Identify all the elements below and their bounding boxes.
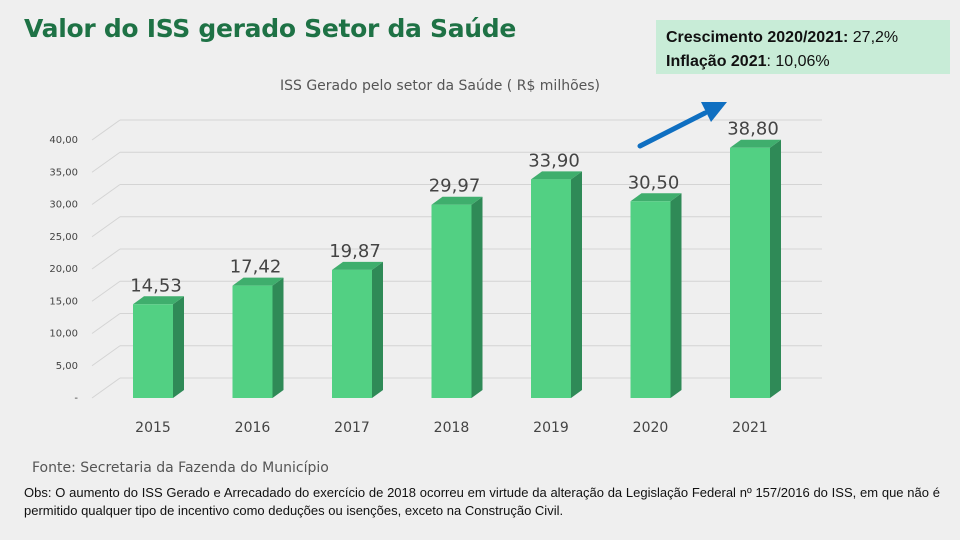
data-label: 30,50 bbox=[628, 172, 680, 193]
inflation-value: : 10,06% bbox=[766, 53, 830, 70]
gridline-depth bbox=[91, 345, 121, 367]
y-tick-label: 25,00 bbox=[49, 232, 78, 243]
bar-side bbox=[770, 139, 781, 399]
x-tick-label: 2016 bbox=[235, 420, 271, 436]
data-label: 17,42 bbox=[230, 257, 282, 278]
bar-side bbox=[372, 261, 383, 398]
gridline-depth bbox=[91, 151, 121, 173]
bar-side bbox=[670, 193, 682, 398]
gridline-depth bbox=[91, 377, 121, 399]
y-tick-label: - bbox=[74, 393, 78, 404]
gridline-depth bbox=[91, 280, 121, 302]
trend-arrow bbox=[637, 110, 708, 149]
gridline-depth bbox=[91, 119, 121, 141]
y-tick-label: 35,00 bbox=[49, 167, 78, 178]
bar-top bbox=[133, 296, 184, 305]
bar-side bbox=[471, 196, 483, 398]
x-tick-label: 2021 bbox=[732, 420, 768, 436]
data-label: 33,90 bbox=[528, 150, 580, 171]
y-tick-label: 15,00 bbox=[49, 296, 78, 307]
y-tick-label: 5,00 bbox=[56, 361, 78, 372]
bar-top bbox=[431, 196, 483, 205]
growth-stat: Crescimento 2020/2021: 27,2% bbox=[666, 26, 940, 50]
x-tick-label: 2019 bbox=[533, 420, 569, 436]
stats-box: Crescimento 2020/2021: 27,2% Inflação 20… bbox=[656, 20, 950, 74]
y-tick-label: 20,00 bbox=[49, 264, 78, 275]
bar bbox=[133, 304, 173, 398]
y-tick-label: 30,00 bbox=[49, 200, 78, 211]
x-tick-label: 2018 bbox=[434, 420, 470, 436]
bar-top bbox=[332, 261, 383, 270]
trend-arrow-head bbox=[701, 102, 727, 122]
inflation-label: Inflação 2021 bbox=[666, 53, 767, 70]
data-label: 38,80 bbox=[727, 119, 779, 140]
bar-side bbox=[173, 296, 184, 398]
growth-value: 27,2% bbox=[848, 29, 899, 46]
slide-title: Valor do ISS gerado Setor da Saúde bbox=[24, 14, 517, 43]
bar bbox=[730, 147, 770, 398]
y-tick-label: 10,00 bbox=[49, 329, 78, 340]
bar-side bbox=[571, 171, 582, 398]
x-tick-label: 2017 bbox=[334, 420, 370, 436]
data-label: 19,87 bbox=[329, 241, 381, 262]
bar-top bbox=[531, 171, 582, 180]
gridline-depth bbox=[91, 248, 121, 270]
data-label: 14,53 bbox=[130, 275, 182, 296]
chart-title: ISS Gerado pelo setor da Saúde ( R$ milh… bbox=[279, 78, 601, 94]
bar-top bbox=[630, 193, 682, 202]
observation-note: Obs: O aumento do ISS Gerado e Arrecadad… bbox=[24, 485, 940, 518]
bar bbox=[431, 204, 472, 398]
y-tick-label: 40,00 bbox=[49, 135, 78, 146]
bar-top bbox=[232, 277, 284, 286]
bar bbox=[630, 201, 671, 398]
growth-label: Crescimento 2020/2021: bbox=[666, 29, 849, 46]
bar bbox=[332, 269, 372, 398]
x-tick-label: 2015 bbox=[135, 420, 171, 436]
data-label: 29,97 bbox=[429, 176, 481, 197]
inflation-stat: Inflação 2021: 10,06% bbox=[666, 50, 940, 74]
bar-top bbox=[730, 139, 781, 148]
bar bbox=[232, 285, 273, 398]
bar-side bbox=[272, 277, 284, 398]
source-note: Fonte: Secretaria da Fazenda do Municípi… bbox=[32, 460, 329, 476]
gridline-depth bbox=[91, 184, 121, 205]
x-tick-label: 2020 bbox=[633, 420, 669, 436]
gridline-depth bbox=[91, 313, 121, 334]
bar bbox=[531, 179, 571, 398]
gridline-depth bbox=[91, 216, 121, 238]
